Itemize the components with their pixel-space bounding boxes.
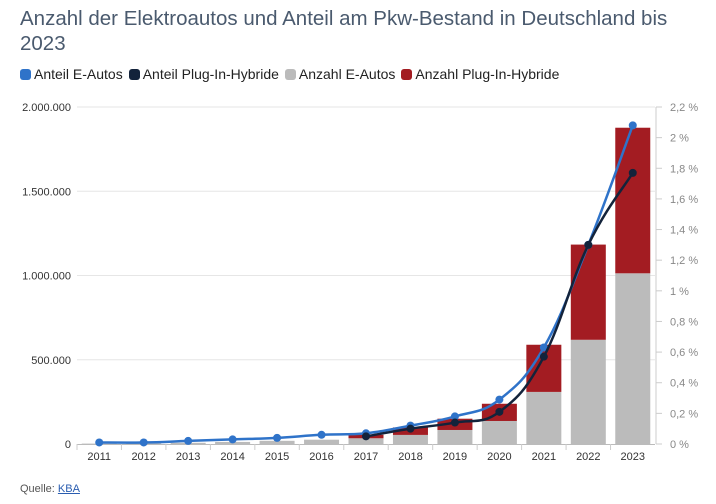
x-tick-label: 2017 <box>354 451 378 463</box>
legend-swatch <box>401 68 413 80</box>
bar-anzahl-e-autos <box>348 438 384 444</box>
y-right-tick-label: 0,8 % <box>670 316 698 328</box>
legend-item-anteil-plug-in-hybride[interactable]: Anteil Plug-In-Hybride <box>128 66 279 82</box>
bar-anzahl-e-autos <box>615 273 651 444</box>
x-tick-label: 2012 <box>131 451 155 463</box>
x-tick-label: 2015 <box>265 451 289 463</box>
y-right-tick-label: 1,2 % <box>670 255 698 267</box>
x-tick-label: 2014 <box>220 451 244 463</box>
bar-anzahl-e-autos <box>526 391 562 444</box>
source-link[interactable]: KBA <box>57 483 80 495</box>
y-left-tick-label: 0 <box>65 439 71 451</box>
y-right-tick-label: 2,2 % <box>670 102 698 114</box>
bar-anzahl-e-autos <box>392 434 428 444</box>
legend-swatch <box>20 68 31 80</box>
bar-anzahl-plug-in-hybride <box>570 244 606 340</box>
x-tick-label: 2020 <box>487 451 511 463</box>
bar-anzahl-e-autos <box>259 440 295 444</box>
y-right-tick-label: 0,4 % <box>670 378 698 390</box>
point-anteil-plug-in-hybride <box>362 432 370 441</box>
legend-swatch <box>284 68 296 80</box>
point-anteil-e-autos <box>450 412 459 421</box>
point-anteil-plug-in-hybride <box>495 407 504 416</box>
point-anteil-e-autos <box>317 430 326 439</box>
point-anteil-plug-in-hybride <box>450 418 459 427</box>
point-anteil-e-autos <box>228 435 237 444</box>
x-tick-label: 2022 <box>576 451 600 463</box>
point-anteil-plug-in-hybride <box>406 424 415 433</box>
bar-anzahl-plug-in-hybride <box>615 127 651 274</box>
legend-item-anzahl-e-autos[interactable]: Anzahl E-Autos <box>284 66 396 82</box>
y-right-tick-label: 0 % <box>670 439 689 451</box>
y-left-tick-label: 2.000.000 <box>22 102 71 114</box>
x-tick-label: 2021 <box>532 451 556 463</box>
bar-anzahl-e-autos <box>481 420 517 444</box>
legend-label: Anzahl Plug-In-Hybride <box>415 66 560 82</box>
y-left-tick-label: 1.000.000 <box>22 271 71 283</box>
y-right-tick-label: 2 % <box>670 133 689 145</box>
x-tick-label: 2011 <box>87 451 111 463</box>
legend-label: Anteil E-Autos <box>34 66 123 82</box>
point-anteil-plug-in-hybride <box>628 168 637 177</box>
x-tick-label: 2018 <box>398 451 422 463</box>
point-anteil-e-autos <box>95 438 104 447</box>
source-label: Quelle: <box>20 483 55 495</box>
x-tick-label: 2023 <box>621 451 645 463</box>
legend-label: Anzahl E-Autos <box>298 66 396 82</box>
y-right-tick-label: 1,4 % <box>670 225 698 237</box>
point-anteil-e-autos <box>628 121 637 130</box>
y-left-tick-label: 1.500.000 <box>22 186 71 198</box>
chart-title: Anzahl der Elektroautos und Anteil am Pk… <box>20 7 668 55</box>
point-anteil-e-autos <box>139 438 148 447</box>
legend: Anteil E-Autos Anteil Plug-In-Hybride An… <box>20 66 565 82</box>
legend-item-anteil-e-autos[interactable]: Anteil E-Autos <box>20 66 123 82</box>
legend-label: Anteil Plug-In-Hybride <box>142 66 279 82</box>
legend-swatch <box>128 68 140 80</box>
y-right-tick-label: 1,8 % <box>670 163 698 175</box>
bar-anzahl-e-autos <box>570 339 606 444</box>
bar-anzahl-e-autos <box>437 429 473 444</box>
y-right-tick-label: 0,6 % <box>670 347 698 359</box>
x-tick-label: 2019 <box>443 451 467 463</box>
point-anteil-plug-in-hybride <box>539 352 548 361</box>
y-left-tick-label: 500.000 <box>31 355 71 367</box>
x-tick-label: 2013 <box>176 451 200 463</box>
point-anteil-e-autos <box>495 395 504 404</box>
point-anteil-e-autos <box>184 436 193 445</box>
y-right-tick-label: 0,2 % <box>670 408 698 420</box>
y-right-tick-label: 1 % <box>670 286 689 298</box>
x-tick-label: 2016 <box>309 451 333 463</box>
legend-item-anzahl-plug-in-hybride[interactable]: Anzahl Plug-In-Hybride <box>401 66 559 82</box>
point-anteil-e-autos <box>539 343 548 352</box>
bar-anzahl-e-autos <box>304 439 340 444</box>
point-anteil-plug-in-hybride <box>584 240 593 249</box>
point-anteil-e-autos <box>273 433 282 442</box>
chart-svg: 0 500.000 1.000.000 1.500.000 2.000.000 0 % 0,… <box>22 102 698 463</box>
source-note: Quelle: KBA <box>20 483 80 495</box>
y-right-tick-label: 1,6 % <box>670 194 698 206</box>
